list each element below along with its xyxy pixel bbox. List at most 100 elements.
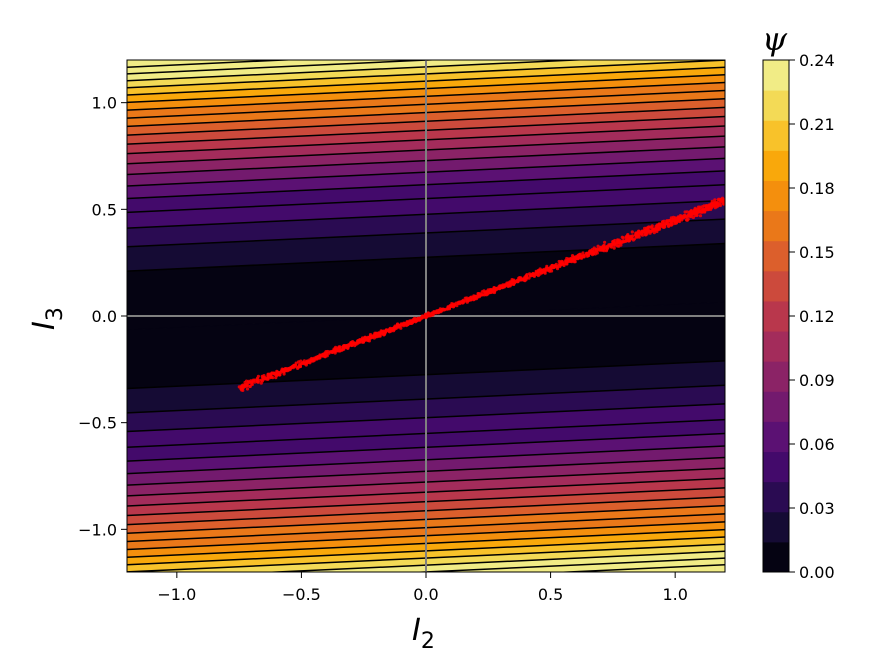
colorbar-segment <box>763 391 789 422</box>
colorbar-segment <box>763 451 789 483</box>
colorbar-tick-label: 0.18 <box>799 179 835 198</box>
plot-area <box>127 60 725 572</box>
scatter-point <box>480 290 484 294</box>
scatter-point <box>503 284 507 288</box>
scatter-point <box>519 278 523 282</box>
x-tick-label: 1.0 <box>662 585 687 604</box>
scatter-point <box>564 259 568 264</box>
scatter-point <box>237 385 241 389</box>
scatter-point <box>272 371 276 375</box>
scatter-point <box>402 321 406 325</box>
colorbar-segment <box>763 270 789 302</box>
scatter-point <box>485 289 490 293</box>
scatter-point <box>715 202 719 206</box>
colorbar-tick-label: 0.03 <box>799 499 835 518</box>
colorbar-label: ψ <box>762 20 788 58</box>
scatter-point <box>349 342 354 346</box>
y-tick-label: 0.0 <box>92 307 117 326</box>
scatter-point <box>253 378 257 382</box>
y-tick-label: 0.5 <box>92 200 117 219</box>
scatter-point <box>655 229 659 234</box>
scatter-point <box>581 251 585 255</box>
scatter-point <box>244 379 249 383</box>
scatter-point <box>525 276 529 280</box>
y-axis: −1.0 −0.5 0.0 0.5 1.0 <box>78 94 127 539</box>
svg-text:I3: I3 <box>27 307 68 330</box>
colorbar-tick-label: 0.00 <box>799 563 835 582</box>
scatter-point <box>296 366 300 370</box>
scatter-point <box>644 228 648 232</box>
colorbar-segment <box>763 240 789 272</box>
scatter-point <box>316 355 320 359</box>
scatter-point <box>460 299 464 304</box>
scatter-point <box>492 289 496 293</box>
contour-line <box>552 564 725 572</box>
scatter-point <box>383 330 387 334</box>
scatter-point <box>693 209 697 213</box>
scatter-point <box>713 198 717 202</box>
scatter-point <box>439 310 443 314</box>
scatter-point <box>456 301 460 306</box>
scatter-point <box>601 246 605 250</box>
scatter-point <box>445 307 449 311</box>
colorbar-segment <box>763 511 789 543</box>
scatter-point <box>637 235 641 239</box>
scatter-point <box>276 372 280 376</box>
scatter-point <box>693 206 697 210</box>
scatter-point <box>711 204 715 208</box>
colorbar-segment <box>763 481 789 513</box>
scatter-point <box>569 259 573 263</box>
scatter-point <box>387 328 391 332</box>
scatter-point <box>708 206 712 210</box>
scatter-point <box>698 214 703 218</box>
scatter-point <box>261 375 265 379</box>
scatter-point <box>610 242 614 247</box>
scatter-point <box>665 219 670 223</box>
scatter-point <box>578 253 582 257</box>
colorbar-tick-label: 0.06 <box>799 435 835 454</box>
scatter-point <box>603 240 607 244</box>
scatter-point <box>721 199 725 203</box>
scatter-point <box>706 206 710 210</box>
scatter-point <box>259 381 263 385</box>
scatter-point <box>287 366 291 371</box>
scatter-point <box>267 374 271 379</box>
scatter-point <box>431 313 435 317</box>
scatter-point <box>341 345 345 349</box>
scatter-point <box>667 224 671 228</box>
scatter-point <box>321 353 325 357</box>
scatter-point <box>615 241 619 245</box>
scatter-point <box>700 210 704 214</box>
scatter-point <box>634 234 638 238</box>
scatter-point <box>451 305 455 309</box>
scatter-point <box>405 322 409 326</box>
scatter-point <box>363 336 367 340</box>
scatter-point <box>587 250 592 254</box>
scatter-point <box>674 221 678 225</box>
colorbar: 0.00 0.03 0.06 0.09 0.12 0.15 0.18 0.21 0.24 <box>762 51 835 582</box>
scatter-point <box>645 232 649 236</box>
x-tick-label: 0.0 <box>413 585 438 604</box>
scatter-point <box>346 346 350 350</box>
scatter-point <box>655 225 659 229</box>
scatter-point <box>463 296 467 300</box>
scatter-point <box>245 387 250 391</box>
scatter-point <box>266 377 270 381</box>
scatter-point <box>663 222 668 226</box>
scatter-point <box>696 210 700 214</box>
scatter-point <box>576 256 580 260</box>
x-axis: −1.0 −0.5 0.0 0.5 1.0 <box>157 572 688 604</box>
scatter-point <box>505 281 509 285</box>
scatter-point <box>558 263 562 267</box>
colorbar-segment <box>763 300 789 332</box>
scatter-point <box>476 295 480 299</box>
scatter-point <box>602 249 606 253</box>
scatter-point <box>420 316 424 320</box>
colorbar-tick-label: 0.15 <box>799 243 835 262</box>
scatter-point <box>256 374 260 378</box>
colorbar-segment <box>763 60 789 91</box>
scatter-point <box>598 247 602 251</box>
scatter-point <box>669 220 674 224</box>
scatter-point <box>432 310 436 314</box>
colorbar-tick-label: 0.21 <box>799 115 835 134</box>
